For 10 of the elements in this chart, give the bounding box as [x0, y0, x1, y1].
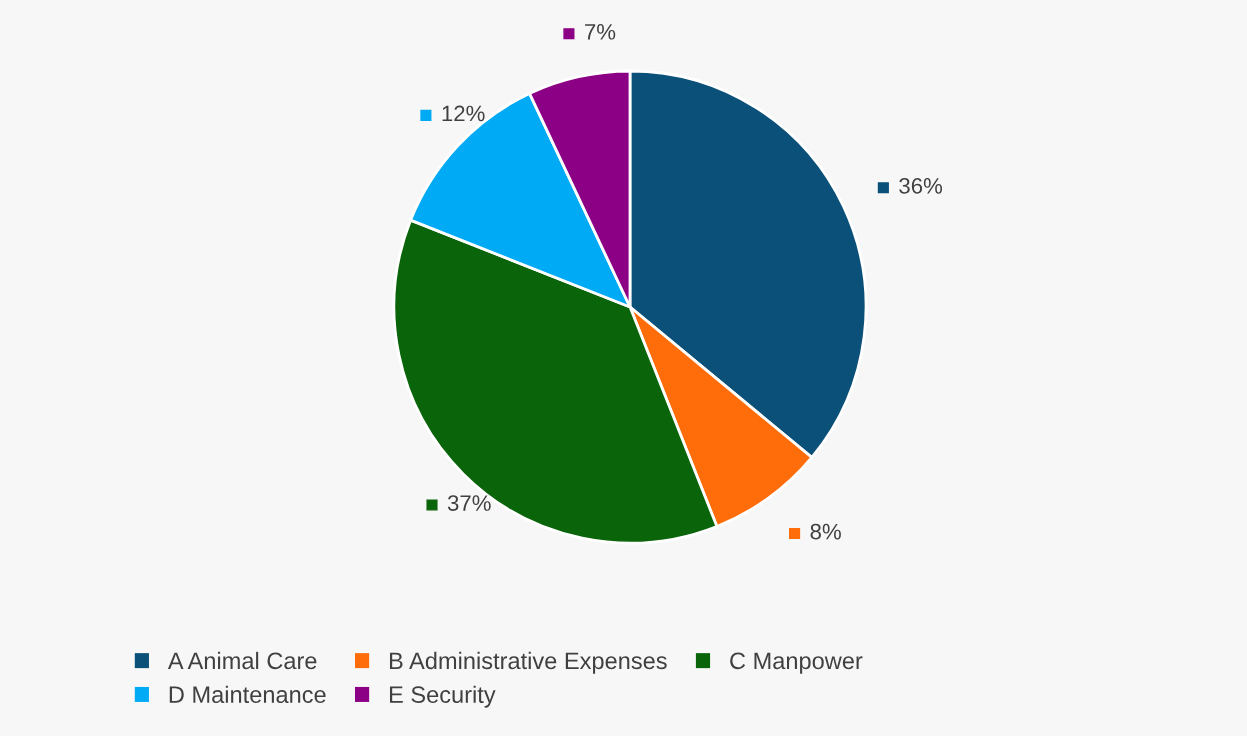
data-label: 12% [442, 105, 485, 122]
legend-label: A Animal Care [167, 651, 317, 670]
legend-label: C Manpower [730, 652, 863, 674]
data-label: 7% [585, 24, 616, 40]
legend-label: E Security [389, 685, 496, 708]
data-label: 36% [899, 178, 943, 194]
legend-label: B Administrative Expenses [389, 651, 667, 674]
data-label: 37% [447, 495, 491, 511]
legend-label: D Maintenance [169, 685, 326, 703]
data-label: 8% [810, 523, 841, 540]
